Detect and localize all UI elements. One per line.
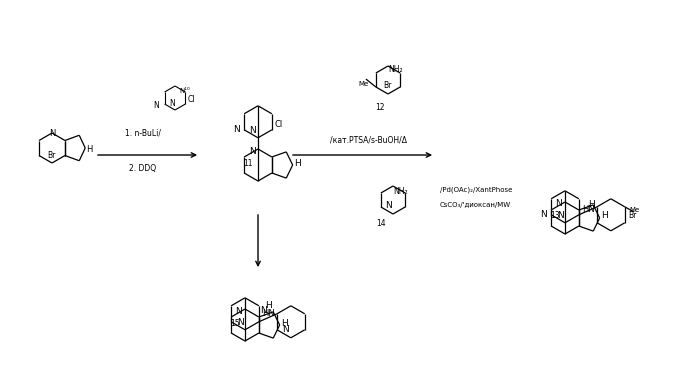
Text: /Pd(OAc)₂/XantPhose: /Pd(OAc)₂/XantPhose [440,187,512,193]
Text: Me: Me [630,207,640,213]
Text: N: N [154,101,159,109]
Text: N: N [169,98,175,108]
Text: 13: 13 [550,211,560,221]
Text: NH₂: NH₂ [389,65,403,73]
Text: NH₂: NH₂ [394,186,408,196]
Text: CsCO₃/'диоксан/MW: CsCO₃/'диоксан/MW [440,202,511,208]
Text: HN: HN [583,205,595,214]
Text: N: N [540,210,547,219]
Text: 15: 15 [230,319,240,327]
Text: 11: 11 [243,159,253,167]
Text: H: H [265,301,272,310]
Text: H: H [281,319,288,327]
Text: H: H [588,200,595,209]
Text: Cl: Cl [188,94,195,103]
Text: Cl: Cl [275,120,283,129]
Text: N: N [250,126,256,135]
Text: HN: HN [262,309,275,318]
Text: Br: Br [383,81,391,91]
Text: 12: 12 [376,103,385,113]
Text: N: N [556,211,563,220]
Text: 1. n-BuLi/: 1. n-BuLi/ [125,128,161,138]
Text: N: N [49,130,55,138]
Text: H: H [601,211,608,221]
Text: Me: Me [359,81,369,87]
Text: Br: Br [628,211,637,220]
Text: N: N [385,201,392,211]
Text: H: H [86,145,92,155]
Text: N: N [236,306,242,316]
Text: N: N [283,325,289,334]
Text: N: N [556,200,563,208]
Text: Br: Br [47,152,55,160]
Text: N: N [260,306,267,315]
Text: /кат.PTSA/s-BuOH/Δ: /кат.PTSA/s-BuOH/Δ [329,135,406,145]
Text: H: H [295,159,301,167]
Text: 14: 14 [376,219,386,229]
Text: N¹⁰: N¹⁰ [179,88,191,94]
Text: N: N [248,146,255,156]
Text: 2. DDQ: 2. DDQ [129,164,156,172]
Text: N: N [232,125,239,134]
Text: N: N [237,318,244,327]
